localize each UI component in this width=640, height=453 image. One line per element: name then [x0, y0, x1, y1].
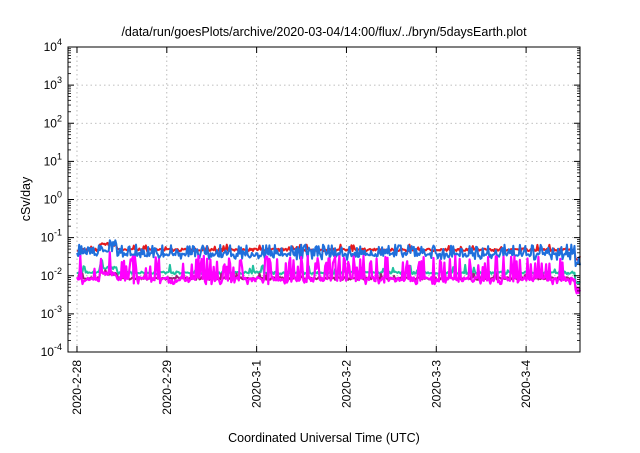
x-tick-label: 2020-3-1: [250, 360, 264, 408]
x-tick-label: 2020-3-3: [429, 360, 443, 408]
y-tick-label: 104: [44, 37, 62, 54]
y-tick-label: 10-2: [41, 266, 62, 283]
x-axis-label: Coordinated Universal Time (UTC): [228, 431, 420, 445]
chart-title: /data/run/goesPlots/archive/2020-03-04/1…: [121, 25, 527, 39]
series-line: [76, 239, 581, 268]
series-line: [76, 251, 582, 295]
y-tick-label: 103: [44, 75, 62, 92]
y-tick-label: 102: [44, 113, 62, 130]
x-tick-label: 2020-2-28: [70, 360, 84, 415]
x-tick-label: 2020-2-29: [160, 360, 174, 415]
x-axis-ticks: 2020-2-28 2020-2-29 2020-3-1 2020-3-2 2020-3…: [70, 47, 533, 415]
series-lines: [76, 239, 582, 295]
y-axis-ticks: 10-4 10-3 10-2 10-1 100 101 102 103 104: [41, 37, 580, 359]
x-tick-label: 2020-3-4: [519, 360, 533, 408]
y-tick-label: 101: [44, 151, 62, 168]
y-tick-label: 10-3: [41, 304, 62, 321]
y-tick-label: 10-4: [41, 342, 62, 359]
y-tick-label: 100: [44, 190, 62, 207]
y-tick-label: 10-1: [41, 228, 62, 245]
y-axis-label: cSv/day: [19, 176, 33, 221]
x-tick-label: 2020-3-2: [339, 360, 353, 408]
grid-lines: [68, 47, 580, 352]
